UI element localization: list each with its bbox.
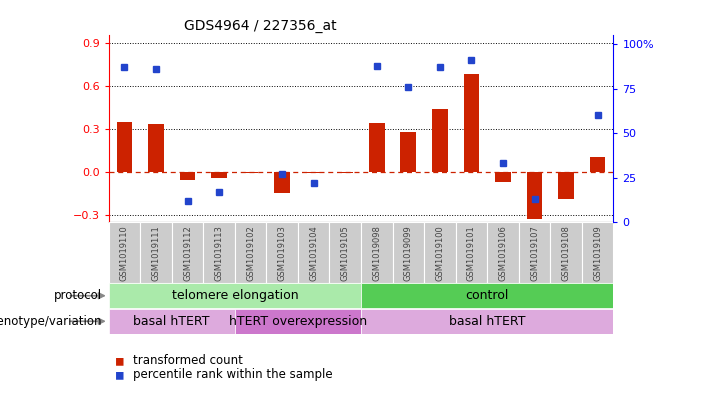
Text: percentile rank within the sample: percentile rank within the sample	[133, 368, 333, 381]
Text: basal hTERT: basal hTERT	[133, 315, 210, 328]
Bar	[361, 222, 393, 283]
Bar	[432, 108, 448, 172]
Text: GDS4964 / 227356_at: GDS4964 / 227356_at	[184, 19, 337, 33]
Bar	[487, 222, 519, 283]
Bar	[235, 222, 266, 283]
Bar	[526, 172, 543, 219]
Text: ■: ■	[116, 354, 123, 367]
Text: hTERT overexpression: hTERT overexpression	[229, 315, 367, 328]
Bar	[203, 222, 235, 283]
Text: GSM1019104: GSM1019104	[309, 225, 318, 281]
Text: ■: ■	[116, 368, 123, 381]
Text: GSM1019099: GSM1019099	[404, 225, 413, 281]
Bar	[329, 222, 361, 283]
Bar	[337, 172, 353, 173]
Text: GSM1019107: GSM1019107	[530, 225, 539, 281]
Text: GSM1019109: GSM1019109	[593, 225, 602, 281]
Bar	[109, 283, 361, 308]
Text: GSM1019108: GSM1019108	[562, 225, 571, 281]
Text: GSM1019110: GSM1019110	[120, 225, 129, 281]
Bar	[266, 222, 298, 283]
Bar	[211, 172, 227, 178]
Bar	[456, 222, 487, 283]
Text: GSM1019103: GSM1019103	[278, 225, 287, 281]
Bar	[235, 309, 361, 334]
Bar	[140, 222, 172, 283]
Text: GSM1019100: GSM1019100	[435, 225, 444, 281]
Text: genotype/variation: genotype/variation	[0, 315, 102, 328]
Text: control: control	[465, 289, 509, 302]
Bar	[109, 309, 235, 334]
Bar	[298, 222, 329, 283]
Bar	[424, 222, 456, 283]
Text: transformed count: transformed count	[133, 354, 243, 367]
Bar	[369, 123, 385, 172]
Text: GSM1019105: GSM1019105	[341, 225, 350, 281]
Bar	[463, 74, 479, 172]
Bar	[243, 172, 259, 173]
Bar	[590, 158, 606, 172]
Text: GSM1019098: GSM1019098	[372, 225, 381, 281]
Text: GSM1019102: GSM1019102	[246, 225, 255, 281]
Text: GSM1019101: GSM1019101	[467, 225, 476, 281]
Bar	[495, 172, 511, 182]
Bar	[179, 172, 196, 180]
Text: GSM1019112: GSM1019112	[183, 225, 192, 281]
Bar	[109, 222, 140, 283]
Bar	[148, 125, 164, 172]
Text: telomere elongation: telomere elongation	[172, 289, 298, 302]
Bar	[274, 172, 290, 193]
Text: protocol: protocol	[53, 289, 102, 302]
Bar	[519, 222, 550, 283]
Bar	[400, 132, 416, 172]
Bar	[393, 222, 424, 283]
Bar	[172, 222, 203, 283]
Bar	[558, 172, 574, 199]
Text: basal hTERT: basal hTERT	[449, 315, 526, 328]
Text: GSM1019111: GSM1019111	[151, 225, 161, 281]
Bar	[116, 121, 132, 172]
Bar	[361, 283, 613, 308]
Bar	[361, 309, 613, 334]
Bar	[306, 172, 322, 173]
Text: GSM1019106: GSM1019106	[498, 225, 508, 281]
Text: GSM1019113: GSM1019113	[215, 225, 224, 281]
Bar	[550, 222, 582, 283]
Bar	[582, 222, 613, 283]
